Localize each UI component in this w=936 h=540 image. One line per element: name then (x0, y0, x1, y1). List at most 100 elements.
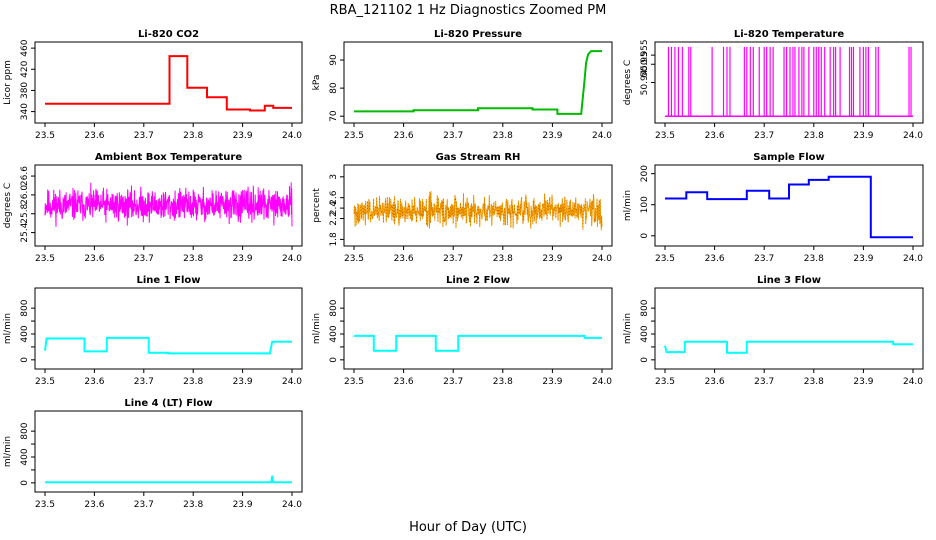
panel-6: Sample Flow ml/min 23.5 23.6 23.7 23.8 23.9 24.… (623, 152, 924, 264)
x-tick-label: 23.6 (84, 377, 104, 387)
x-tick-label: 24.0 (903, 131, 923, 141)
y-tick-label: 200 (640, 165, 650, 182)
x-tick-label: 23.5 (35, 377, 55, 387)
panel-title: Line 4 (LT) Flow (124, 398, 212, 409)
y-tick-label: 460 (20, 39, 30, 56)
y-tick-label: 2.6 (329, 190, 339, 205)
panel-title: Line 1 Flow (137, 275, 201, 286)
page-xlabel: Hour of Day (UTC) (409, 520, 527, 535)
y-tick-label: 26.6 (20, 166, 30, 186)
y-tick-label: 400 (20, 325, 30, 342)
x-tick-label: 23.9 (233, 500, 253, 510)
y-tick-label: 50.95 (640, 51, 650, 77)
x-tick-label: 24.0 (592, 131, 612, 141)
x-tick-label: 24.0 (282, 500, 302, 510)
y-tick-label: 2.2 (329, 211, 339, 225)
plot-frame (34, 41, 303, 124)
x-tick-label: 24.0 (592, 377, 612, 387)
y-axis-label: degrees C (3, 183, 13, 228)
x-tick-label: 23.5 (35, 131, 55, 141)
y-tick-label: 420 (20, 60, 30, 77)
y-tick-label: 100 (640, 196, 650, 213)
x-tick-label: 23.9 (542, 131, 562, 141)
plot-frame (34, 164, 303, 247)
x-tick-label: 24.0 (903, 377, 923, 387)
series-line (354, 334, 602, 352)
panel-9: Line 3 Flow ml/min 23.5 23.6 23.7 23.8 23.9 24.… (623, 275, 924, 387)
x-tick-label: 23.6 (705, 377, 725, 387)
x-tick-label: 23.5 (344, 377, 364, 387)
y-axis-label: ml/min (3, 436, 13, 467)
panel-7: Line 1 Flow ml/min 23.5 23.6 23.7 23.8 23.9 24.… (3, 275, 303, 387)
series-line (353, 191, 603, 231)
x-tick-label: 23.6 (84, 254, 104, 264)
y-tick-label: 400 (20, 448, 30, 465)
y-tick-label: 0 (20, 480, 30, 486)
x-tick-label: 24.0 (282, 254, 302, 264)
x-tick-label: 23.8 (493, 254, 513, 264)
x-tick-label: 23.6 (84, 500, 104, 510)
panel-4: Ambient Box Temperature degrees C 23.5 23.6… (3, 152, 303, 264)
series-points (353, 191, 603, 231)
x-tick-label: 23.9 (542, 254, 562, 264)
y-tick-label: 1.8 (329, 232, 339, 247)
y-axis-label: percent (312, 188, 322, 223)
panel-title: Line 3 Flow (757, 275, 821, 286)
panel-title: Line 2 Flow (446, 275, 510, 286)
y-tick-label: 80 (329, 82, 339, 94)
y-tick-label: 800 (329, 299, 339, 316)
plot-frame (34, 287, 303, 370)
x-tick-label: 23.5 (655, 254, 675, 264)
panel-title: Sample Flow (753, 152, 825, 163)
x-tick-label: 23.8 (804, 377, 824, 387)
panel-title: Li-820 Pressure (434, 29, 522, 40)
x-tick-label: 23.5 (35, 254, 55, 264)
y-axis-label: Licor ppm (3, 60, 13, 105)
plot-frame (343, 164, 613, 247)
panel-1: Li-820 CO2 Licor ppm 23.5 23.6 23.7 23.8 23.9 2… (3, 29, 303, 141)
y-tick-label: 50.94 (640, 69, 650, 95)
x-tick-label: 23.8 (493, 131, 513, 141)
panel-8: Line 2 Flow ml/min 23.5 23.6 23.7 23.8 23.9 24.… (312, 275, 613, 387)
panel-title: Li-820 Temperature (734, 29, 844, 40)
series-line (45, 475, 292, 484)
x-tick-label: 23.9 (853, 131, 873, 141)
y-tick-label: 25.4 (20, 222, 30, 242)
x-tick-label: 23.8 (183, 500, 203, 510)
x-tick-label: 23.8 (183, 131, 203, 141)
x-tick-label: 23.7 (134, 377, 154, 387)
x-tick-label: 23.5 (344, 254, 364, 264)
x-tick-label: 23.6 (394, 254, 414, 264)
x-tick-label: 24.0 (282, 377, 302, 387)
x-tick-label: 23.5 (35, 500, 55, 510)
x-tick-label: 23.7 (443, 377, 463, 387)
y-tick-label: 800 (20, 422, 30, 439)
y-tick-label: 26.0 (20, 185, 30, 205)
x-tick-label: 23.8 (804, 131, 824, 141)
x-tick-label: 23.6 (394, 377, 414, 387)
y-tick-label: 0 (329, 357, 339, 363)
y-tick-label: 800 (20, 299, 30, 316)
panel-title: Gas Stream RH (436, 152, 521, 163)
y-axis-label: ml/min (312, 313, 322, 344)
page-title: RBA_121102 1 Hz Diagnostics Zoomed PM (330, 3, 607, 18)
x-tick-label: 23.7 (134, 500, 154, 510)
y-axis-label: kPa (312, 75, 322, 91)
series-line (45, 55, 292, 112)
y-tick-label: 0 (640, 233, 650, 239)
plot-frame (343, 287, 613, 370)
y-tick-label: 380 (20, 82, 30, 99)
x-tick-label: 23.7 (443, 254, 463, 264)
x-tick-label: 23.5 (655, 131, 675, 141)
panel-title: Li-820 CO2 (138, 29, 199, 40)
x-tick-label: 23.7 (134, 131, 154, 141)
x-tick-label: 23.8 (183, 254, 203, 264)
x-tick-label: 23.9 (233, 377, 253, 387)
y-tick-label: 90 (329, 54, 339, 66)
x-tick-label: 23.8 (804, 254, 824, 264)
y-tick-label: 0 (20, 357, 30, 363)
x-tick-label: 23.8 (183, 377, 203, 387)
x-tick-label: 23.6 (394, 131, 414, 141)
y-axis-label: degrees C (623, 60, 633, 105)
